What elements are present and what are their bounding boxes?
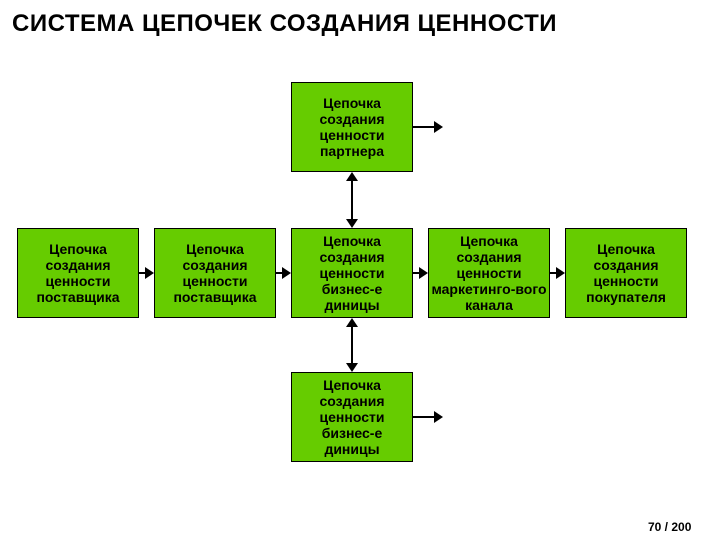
page-title: СИСТЕМА ЦЕПОЧЕК СОЗДАНИЯ ЦЕННОСТИ — [0, 10, 720, 38]
node-r2: Цепочка создания ценности поставщика — [154, 228, 276, 318]
node-bottom: Цепочка создания ценности бизнес-е диниц… — [291, 372, 413, 462]
node-top: Цепочка создания ценности партнера — [291, 82, 413, 172]
node-center: Цепочка создания ценности бизнес-е диниц… — [291, 228, 413, 318]
node-r1: Цепочка создания ценности поставщика — [17, 228, 139, 318]
node-r5: Цепочка создания ценности покупателя — [565, 228, 687, 318]
node-r4: Цепочка создания ценности маркетинго-вог… — [428, 228, 550, 318]
page-counter: 70 / 200 — [648, 520, 691, 534]
